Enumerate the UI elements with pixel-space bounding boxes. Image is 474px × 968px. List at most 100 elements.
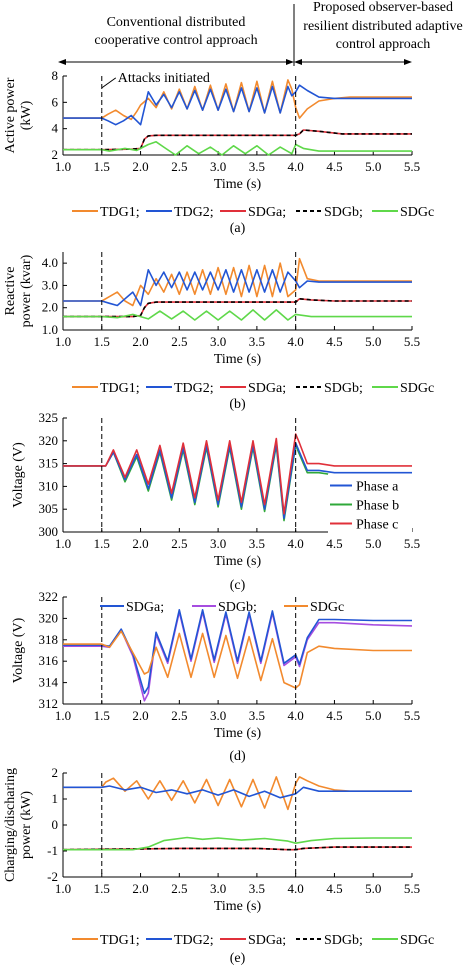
x-axis-label: Time (s) xyxy=(214,554,262,569)
legend-label: SDGb; xyxy=(324,933,363,948)
legend-label: SDGa; xyxy=(248,933,286,948)
header-arrowhead-right-start xyxy=(294,59,302,65)
x-tick-label: 3.0 xyxy=(210,881,226,896)
y-tick-label: -1 xyxy=(47,843,58,858)
panel-caption: (b) xyxy=(229,397,246,412)
panel-caption: (a) xyxy=(230,221,246,236)
y-axis-label: Charging/discharing xyxy=(3,768,18,882)
series-line-1 xyxy=(63,776,412,811)
y-tick-label: 2 xyxy=(52,765,59,780)
x-axis-label: Time (s) xyxy=(214,726,262,741)
y-tick-label: 320 xyxy=(39,610,59,625)
header-arrowhead-left-end xyxy=(286,59,294,65)
legend-label: Phase a xyxy=(356,480,399,495)
x-tick-label: 4.5 xyxy=(326,708,342,723)
x-tick-label: 3.0 xyxy=(210,708,226,723)
legend-label: TDG2; xyxy=(174,381,214,396)
series-line-1 xyxy=(63,257,412,307)
header-arrowhead-right-end xyxy=(404,59,412,65)
x-tick-label: 4.0 xyxy=(288,334,304,349)
x-tick-label: 1.0 xyxy=(55,708,71,723)
x-tick-label: 4.5 xyxy=(326,334,342,349)
x-tick-label: 3.0 xyxy=(210,159,226,174)
header-arrowhead-left-start xyxy=(58,59,66,65)
legend-label: SDGb; xyxy=(324,205,363,220)
legend-label: SDGc xyxy=(400,205,434,220)
x-tick-label: 2.0 xyxy=(132,708,148,723)
y-axis-label: Voltage (V) xyxy=(11,617,26,683)
panel-sdg-voltage: 1.0 1.5 2.0 2.5 3.0 3.5 4.0 4.5 5.0 5.5 312 314 316 3… xyxy=(11,589,420,764)
x-tick-label: 2.5 xyxy=(171,708,187,723)
x-tick-label: 3.5 xyxy=(249,708,265,723)
header-left-line-2: cooperative control approach xyxy=(94,33,257,48)
x-tick-label: 5.0 xyxy=(365,708,381,723)
y-tick-label: 322 xyxy=(39,589,59,604)
x-tick-label: 3.5 xyxy=(249,536,265,551)
series-line-1 xyxy=(63,79,412,121)
y-tick-label: 4.0 xyxy=(42,255,58,270)
x-tick-label: 1.5 xyxy=(94,536,110,551)
legend-label: TDG1; xyxy=(100,933,140,948)
y-axis-label: Active power xyxy=(3,77,18,153)
x-tick-label: 1.5 xyxy=(94,159,110,174)
y-tick-label: 314 xyxy=(39,675,59,690)
y-tick-label: 312 xyxy=(39,696,59,711)
x-tick-label: 5.5 xyxy=(404,536,420,551)
x-tick-label: 2.0 xyxy=(132,536,148,551)
x-tick-label: 5.5 xyxy=(404,159,420,174)
x-tick-label: 3.5 xyxy=(249,334,265,349)
legend-label: TDG2; xyxy=(174,933,214,948)
x-tick-label: 3.0 xyxy=(210,334,226,349)
series-line-3 xyxy=(63,129,412,151)
x-tick-label: 2.5 xyxy=(171,334,187,349)
legend-label: SDGa; xyxy=(126,600,164,615)
series-line-5 xyxy=(63,836,412,851)
x-tick-label: 4.0 xyxy=(288,708,304,723)
y-tick-label: 4 xyxy=(52,121,59,136)
x-axis-label: Time (s) xyxy=(214,899,262,914)
x-tick-label: 5.5 xyxy=(404,881,420,896)
series-line-2 xyxy=(63,269,412,307)
panel-caption: (e) xyxy=(230,951,246,966)
x-tick-label: 4.5 xyxy=(326,536,342,551)
y-tick-label: 1.0 xyxy=(42,322,58,337)
x-tick-label: 1.5 xyxy=(94,881,110,896)
y-tick-label: 315 xyxy=(39,456,59,471)
legend-label: TDG2; xyxy=(174,205,214,220)
y-axis-label: Reactive xyxy=(3,267,18,316)
y-tick-label: 318 xyxy=(39,632,59,647)
x-tick-label: 3.5 xyxy=(249,159,265,174)
x-axis-label: Time (s) xyxy=(214,352,262,367)
legend-label: Phase b xyxy=(356,499,399,514)
y-tick-label: 2 xyxy=(52,147,59,162)
x-tick-label: 4.0 xyxy=(288,159,304,174)
panel-phase-voltage: 1.0 1.5 2.0 2.5 3.0 3.5 4.0 4.5 5.0 5.5 300 305 310 3… xyxy=(11,410,420,593)
y-tick-label: -2 xyxy=(47,869,58,884)
legend-label: SDGa; xyxy=(248,381,286,396)
legend-label: SDGc xyxy=(310,600,344,615)
series-line-3 xyxy=(63,433,412,515)
x-tick-label: 5.5 xyxy=(404,708,420,723)
series-line-2 xyxy=(63,609,412,695)
x-tick-label: 1.0 xyxy=(55,881,71,896)
y-tick-label: 2.0 xyxy=(42,300,58,315)
y-tick-label: 300 xyxy=(39,524,59,539)
header-left-line-1: Conventional distributed xyxy=(107,15,246,30)
legend-label: Phase c xyxy=(356,518,398,533)
y-tick-label: 0 xyxy=(52,817,59,832)
legend-label: SDGb; xyxy=(218,600,257,615)
x-tick-label: 2.5 xyxy=(171,536,187,551)
legend-label: TDG1; xyxy=(100,381,140,396)
x-tick-label: 5.0 xyxy=(365,881,381,896)
x-tick-label: 2.0 xyxy=(132,159,148,174)
y-axis-label: power (kW) xyxy=(19,791,34,859)
y-tick-label: 8 xyxy=(52,68,59,83)
x-tick-label: 1.5 xyxy=(94,334,110,349)
panel-charging-power: 1.0 1.5 2.0 2.5 3.0 3.5 4.0 4.5 5.0 5.5 -2 -1 0 1 2 Tim… xyxy=(3,765,434,966)
series-line-5 xyxy=(63,309,412,321)
series-line-4 xyxy=(63,129,412,151)
x-tick-label: 3.5 xyxy=(249,881,265,896)
series-line-2 xyxy=(63,785,412,799)
x-tick-label: 2.5 xyxy=(171,881,187,896)
y-tick-label: 316 xyxy=(39,653,59,668)
